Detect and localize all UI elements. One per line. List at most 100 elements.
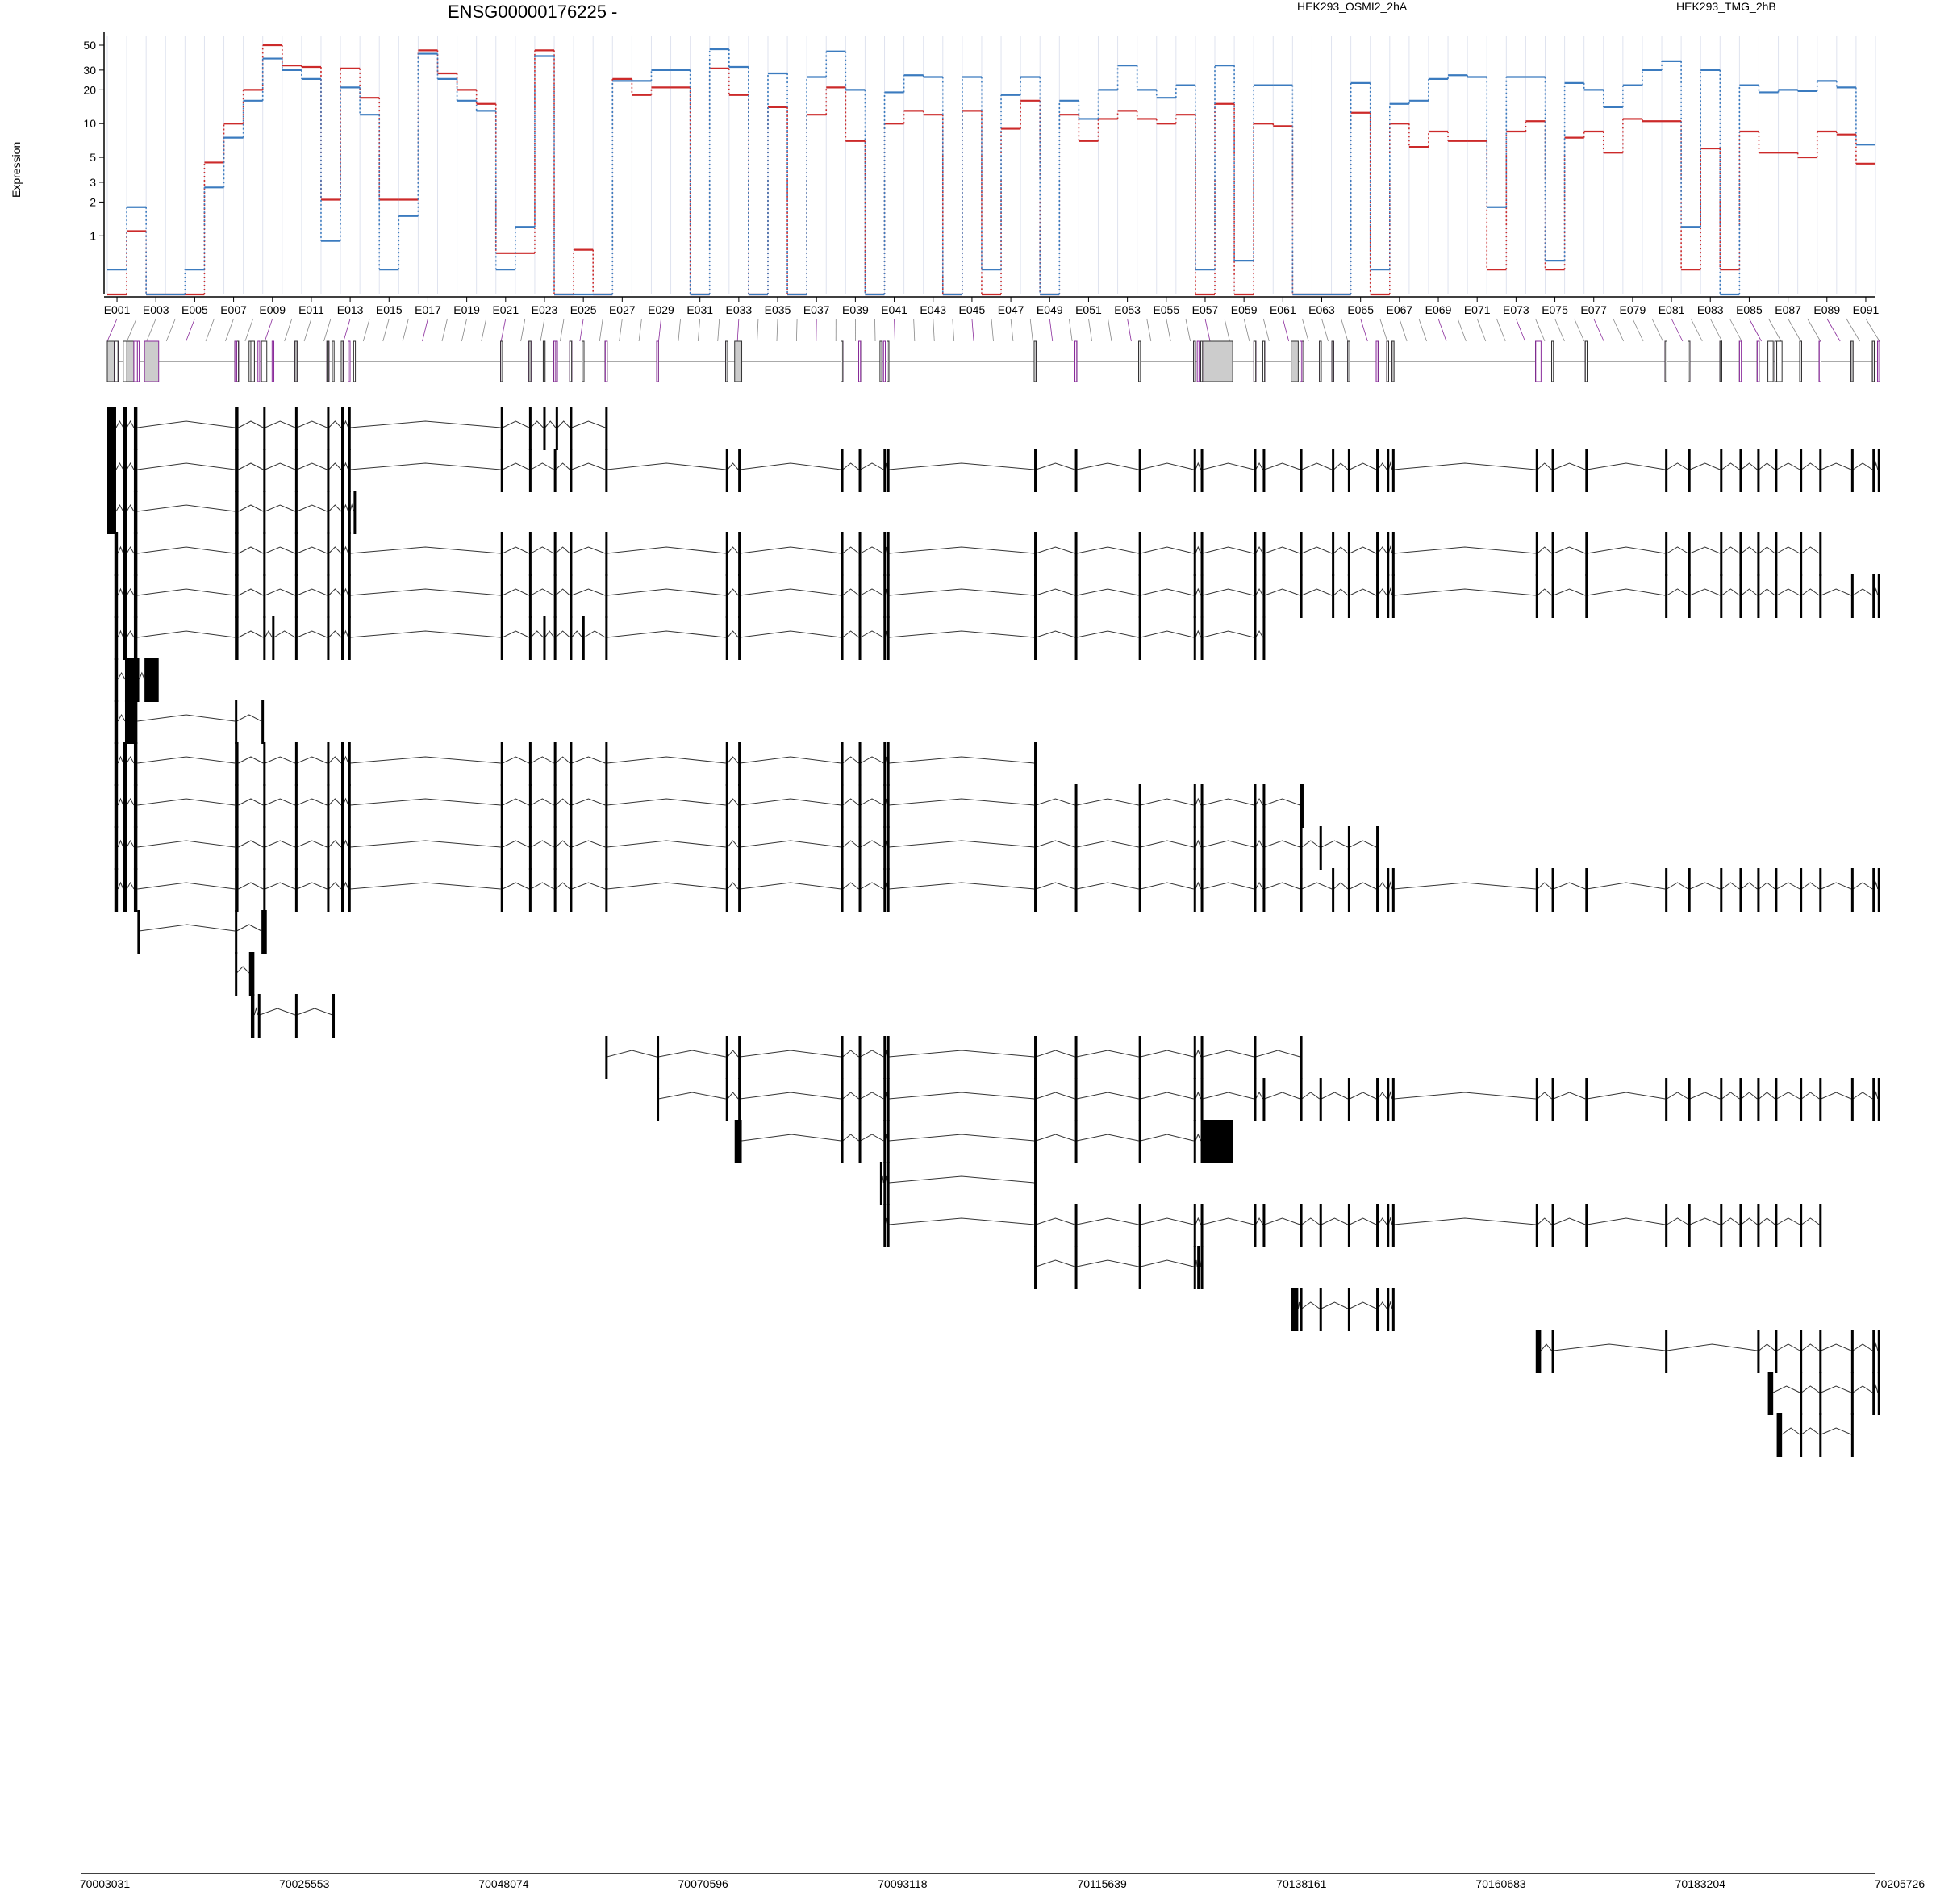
intron-line	[571, 798, 606, 806]
exon-block	[1877, 868, 1880, 912]
exon-block	[341, 532, 344, 576]
exon-block	[235, 574, 239, 618]
mapping-line	[1865, 318, 1880, 342]
exon-block	[348, 868, 351, 912]
genomic-tick-label: 70003031	[80, 1877, 131, 1890]
exon-block	[570, 742, 573, 786]
intron-line	[1667, 1343, 1758, 1351]
intron-line	[1377, 462, 1387, 470]
exon-block	[528, 616, 532, 660]
intron-line	[1781, 1427, 1800, 1435]
intron-line	[530, 546, 554, 554]
intron-line	[139, 924, 236, 932]
exon-block	[1872, 1372, 1876, 1415]
intron-line	[1721, 546, 1740, 554]
x-tick-label: E075	[1542, 303, 1568, 316]
intron-line	[328, 798, 342, 806]
exon-block	[1819, 1204, 1822, 1247]
exon-block	[123, 616, 127, 660]
intron-line	[860, 588, 884, 596]
exon-block	[725, 449, 728, 492]
intron-line	[1036, 630, 1075, 638]
model-exon	[1375, 340, 1379, 382]
exon-block	[1034, 574, 1037, 618]
intron-line	[530, 462, 554, 470]
model-exon	[1850, 340, 1854, 382]
intron-line	[328, 630, 342, 638]
exon-block	[133, 449, 138, 492]
exon-block	[1193, 532, 1196, 576]
exon-block	[1034, 826, 1037, 870]
intron-line	[860, 1134, 884, 1142]
model-exon	[1871, 340, 1875, 382]
transcript-track	[114, 700, 265, 744]
exon-block	[1319, 1078, 1322, 1121]
exon-block	[738, 784, 741, 828]
exon-block	[1757, 1330, 1760, 1373]
intron-line	[1036, 462, 1075, 470]
exon-block	[1074, 616, 1078, 660]
intron-line	[1140, 1259, 1194, 1267]
mapping-line	[697, 318, 701, 342]
exon-block	[1034, 1246, 1037, 1289]
x-tick-label: E079	[1620, 303, 1646, 316]
exon-block	[1138, 616, 1141, 660]
model-exon	[114, 340, 119, 382]
exon-block	[605, 532, 608, 576]
exon-block	[528, 784, 532, 828]
exon-block	[294, 994, 298, 1038]
intron-line	[1036, 1217, 1075, 1225]
exon-block	[1850, 1413, 1854, 1457]
exon-block	[1800, 1204, 1803, 1247]
intron-line	[1140, 588, 1194, 596]
exon-block	[263, 407, 266, 450]
exon-block	[1376, 1078, 1379, 1121]
intron-line	[137, 546, 236, 554]
exon-block	[1387, 1204, 1390, 1247]
mapping-line	[1496, 318, 1506, 342]
mapping-line	[1516, 318, 1525, 342]
exon-block	[738, 868, 741, 912]
series-lines	[107, 44, 1876, 296]
mapping-line	[1049, 318, 1054, 342]
exon-block	[1551, 1078, 1554, 1121]
exon-block	[725, 616, 728, 660]
intron-line	[1540, 1343, 1552, 1351]
intron-line	[1255, 1217, 1263, 1225]
model-exon	[294, 340, 298, 382]
exon-block	[263, 449, 266, 492]
intron-line	[1140, 1134, 1194, 1142]
intron-line	[265, 588, 296, 596]
exon-block	[1332, 868, 1335, 912]
intron-line	[1821, 882, 1852, 890]
intron-line	[1667, 588, 1688, 596]
exon-block	[133, 742, 138, 786]
intron-line	[1076, 1217, 1139, 1225]
exon-block	[883, 1204, 887, 1247]
exon-block	[341, 491, 344, 534]
intron-line	[740, 756, 841, 764]
intron-line	[555, 756, 570, 764]
intron-line	[137, 756, 236, 764]
intron-line	[265, 504, 296, 512]
intron-line	[607, 546, 726, 554]
x-tick-label: E035	[765, 303, 791, 316]
model-exon	[569, 340, 573, 382]
model-exon	[136, 340, 140, 382]
x-tick-label: E023	[532, 303, 558, 316]
exon-block	[883, 574, 887, 618]
intron-line	[607, 1050, 657, 1058]
exon-block	[1138, 574, 1141, 618]
mapping-line	[776, 318, 778, 342]
intron-line	[1759, 1217, 1775, 1225]
exon-block	[725, 742, 728, 786]
exon-block	[1254, 449, 1257, 492]
exon-block	[858, 826, 862, 870]
exon-block	[1850, 1078, 1854, 1121]
model-exon	[144, 340, 160, 382]
intron-line	[1587, 882, 1666, 890]
x-tick-label: E005	[182, 303, 208, 316]
x-tick-label: E025	[570, 303, 597, 316]
mapping-line	[1846, 318, 1860, 342]
model-exon	[353, 340, 357, 382]
